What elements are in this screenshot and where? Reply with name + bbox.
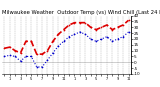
Text: Milwaukee Weather  Outdoor Temp (vs) Wind Chill (Last 24 Hours): Milwaukee Weather Outdoor Temp (vs) Wind… bbox=[2, 10, 160, 15]
